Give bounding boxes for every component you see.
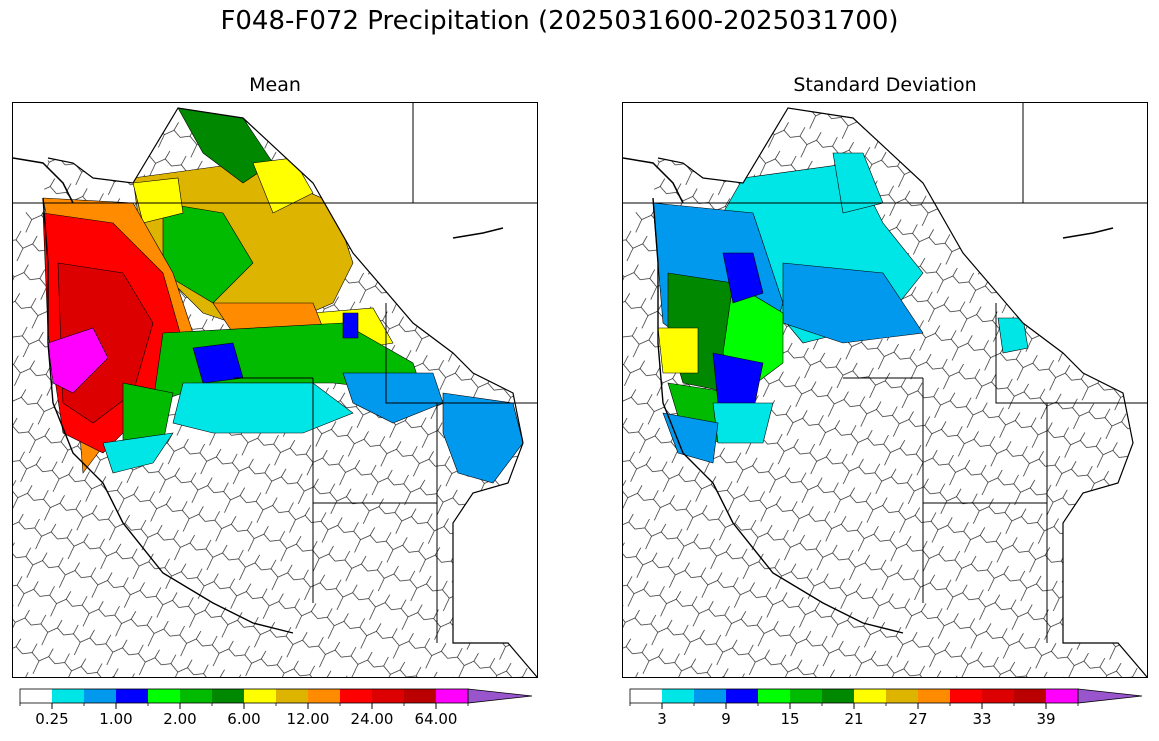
std-color-box bbox=[1014, 689, 1046, 703]
std-shading bbox=[652, 152, 1029, 464]
mean-tick-label: 24.00 bbox=[350, 710, 394, 728]
mean-map bbox=[12, 102, 538, 678]
std-color-box bbox=[982, 689, 1014, 703]
std-color-box bbox=[662, 689, 694, 703]
std-color-box bbox=[1046, 689, 1078, 703]
std-color-box bbox=[790, 689, 822, 703]
state-lines bbox=[623, 103, 1147, 643]
canada-coast bbox=[623, 157, 1114, 239]
std-extend-triangle bbox=[1077, 688, 1143, 704]
west-coast bbox=[652, 197, 904, 634]
mean-color-box bbox=[116, 689, 148, 703]
region-cyan-south bbox=[102, 432, 174, 474]
mean-extend-triangle bbox=[467, 688, 533, 704]
std-tick-label: 39 bbox=[1036, 710, 1056, 728]
mean-color-box bbox=[372, 689, 404, 703]
state-lines bbox=[13, 103, 537, 643]
mean-color-box bbox=[20, 689, 52, 703]
std-color-box bbox=[918, 689, 950, 703]
region-cyan-east bbox=[997, 317, 1029, 354]
mean-color-box bbox=[308, 689, 340, 703]
mean-color-box bbox=[276, 689, 308, 703]
std-tick-label: 27 bbox=[908, 710, 928, 728]
std-tick-label: 9 bbox=[721, 710, 731, 728]
region-lightblue bbox=[342, 372, 444, 424]
std-colorbar bbox=[629, 688, 1143, 709]
coastline bbox=[47, 107, 537, 677]
region-blue-2 bbox=[342, 312, 359, 339]
mean-tick-label: 0.25 bbox=[35, 710, 69, 728]
panel-title-std: Standard Deviation bbox=[793, 74, 977, 96]
std-color-box bbox=[854, 689, 886, 703]
mean-color-box bbox=[212, 689, 244, 703]
std-color-box bbox=[758, 689, 790, 703]
mean-tick-label: 12.00 bbox=[286, 710, 330, 728]
mean-color-box bbox=[148, 689, 180, 703]
mean-color-box bbox=[52, 689, 84, 703]
mean-color-box bbox=[244, 689, 276, 703]
region-blue-north bbox=[722, 252, 764, 304]
west-coast bbox=[42, 197, 294, 634]
std-color-box bbox=[822, 689, 854, 703]
figure-title: F048-F072 Precipitation (2025031600-2025… bbox=[220, 6, 899, 36]
mean-colorbar bbox=[19, 688, 533, 709]
region-lightblue-south bbox=[662, 412, 719, 464]
panel-title-mean: Mean bbox=[249, 74, 301, 96]
mean-tick-label: 1.00 bbox=[99, 710, 133, 728]
std-color-box bbox=[726, 689, 758, 703]
mean-color-box bbox=[436, 689, 468, 703]
mean-color-box bbox=[340, 689, 372, 703]
std-color-box bbox=[950, 689, 982, 703]
mean-color-box bbox=[84, 689, 116, 703]
mean-shading bbox=[42, 108, 524, 484]
coastline bbox=[657, 107, 1147, 677]
std-tick-label: 21 bbox=[844, 710, 864, 728]
canada-coast bbox=[13, 157, 504, 239]
std-color-box bbox=[694, 689, 726, 703]
mean-color-box bbox=[404, 689, 436, 703]
region-yellow bbox=[657, 327, 699, 374]
mean-tick-label: 6.00 bbox=[227, 710, 261, 728]
std-color-box bbox=[886, 689, 918, 703]
mean-tick-label: 64.00 bbox=[414, 710, 458, 728]
region-magenta bbox=[47, 327, 109, 394]
region-cyan-south bbox=[712, 402, 774, 444]
std-map bbox=[622, 102, 1148, 678]
std-color-box bbox=[630, 689, 662, 703]
region-yellow-2 bbox=[252, 157, 314, 214]
region-yellow-1 bbox=[132, 177, 184, 224]
mean-color-box bbox=[180, 689, 212, 703]
std-tick-label: 3 bbox=[657, 710, 667, 728]
mean-tick-label: 2.00 bbox=[163, 710, 197, 728]
std-tick-label: 15 bbox=[780, 710, 800, 728]
std-tick-label: 33 bbox=[972, 710, 992, 728]
